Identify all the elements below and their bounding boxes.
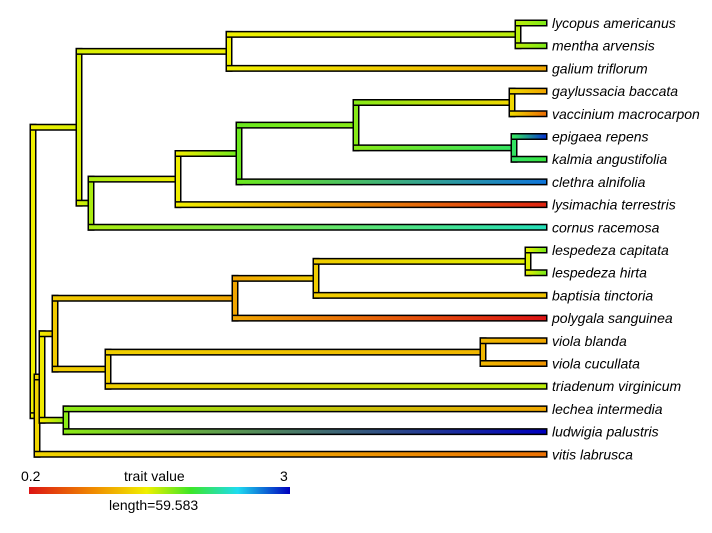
tip-label: polygala sanguinea [551, 310, 673, 326]
tip-label: cornus racemosa [552, 219, 660, 235]
tip-label: lycopus americanus [552, 15, 676, 31]
tip-label: triadenum virginicum [552, 378, 681, 394]
legend-min-label: 0.2 [21, 468, 41, 484]
tip-label: lechea intermedia [552, 401, 663, 417]
color-legend: 0.2 trait value 3 length=59.583 [21, 468, 290, 513]
tip-label: mentha arvensis [552, 38, 655, 54]
tip-label: vaccinium macrocarpon [552, 106, 700, 122]
tip-label: gaylussacia baccata [552, 83, 678, 99]
tree-branches [29, 19, 548, 458]
tip-labels: lycopus americanus mentha arvensis galium … [551, 15, 700, 462]
tip-label: epigaea repens [552, 129, 649, 145]
tip-label: lespedeza capitata [552, 242, 669, 258]
tip-label: kalmia angustifolia [552, 151, 667, 167]
legend-color-bar [29, 487, 290, 494]
tip-label: ludwigia palustris [552, 424, 659, 440]
legend-title: trait value [124, 468, 185, 484]
tip-label: viola blanda [552, 333, 627, 349]
tip-label: vitis labrusca [552, 446, 633, 462]
tip-label: baptisia tinctoria [552, 287, 653, 303]
tip-label: galium triflorum [552, 60, 648, 76]
tip-label: viola cucullata [552, 356, 640, 372]
legend-length-label: length=59.583 [109, 497, 198, 513]
tip-label: clethra alnifolia [552, 174, 646, 190]
tip-label: lespedeza hirta [552, 265, 647, 281]
legend-max-label: 3 [280, 468, 288, 484]
tip-label: lysimachia terrestris [552, 197, 676, 213]
